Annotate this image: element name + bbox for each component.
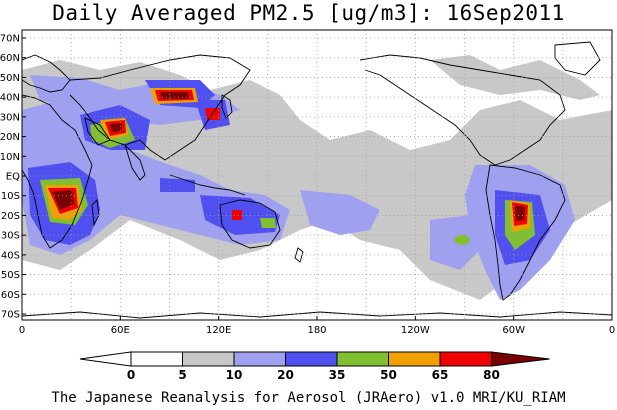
pm25-band-red-au <box>232 210 242 220</box>
colorbar-label: 10 <box>226 368 243 382</box>
pm25-band-lightblue-pac <box>300 190 380 235</box>
pm25-band-darkred-ea <box>160 92 189 99</box>
map-title: Daily Averaged PM2.5 [ug/m3]: 16Sep2011 <box>52 1 565 25</box>
coast-asia <box>69 54 251 161</box>
colorbar-label: 35 <box>329 368 346 382</box>
colorbar-label: 50 <box>380 368 397 382</box>
lat-tick-label: 60N <box>0 53 20 64</box>
graticule <box>22 30 612 320</box>
lat-tick-label: 40S <box>1 250 20 261</box>
pm25-band-green-atl <box>454 235 470 245</box>
axis-ticks: 70N 60N 50N 40N 30N 20N 10N EQ 10S 20S 30S 40S 50S 60… <box>0 34 615 337</box>
lon-tick-label: 120E <box>206 325 231 336</box>
lon-tick-label: 60W <box>502 325 525 336</box>
colorbar-segment <box>285 351 338 367</box>
coast-nz <box>294 247 304 263</box>
pm25-band-darkred-sa <box>515 205 525 221</box>
coast-greenland <box>554 41 601 76</box>
coast-australia <box>219 199 281 249</box>
lat-tick-label: 10S <box>1 191 20 202</box>
coast-europe <box>21 54 71 93</box>
lon-tick-label: 0 <box>609 325 615 336</box>
colorbar-label: 65 <box>432 368 449 382</box>
lon-tick-label: 60E <box>111 325 130 336</box>
pm25-field <box>22 55 612 300</box>
pm25-band-darkred-as <box>110 123 122 132</box>
colorbar-segment <box>439 351 492 367</box>
coast-arabia <box>84 117 111 146</box>
lat-tick-label: 50N <box>0 73 20 84</box>
colorbar-segment <box>182 351 235 367</box>
coast-indonesia <box>169 174 246 196</box>
lat-tick-label: 20S <box>1 211 20 222</box>
lat-tick-label: 50S <box>1 270 20 281</box>
coast-japan <box>221 94 233 119</box>
colorbar-label: 5 <box>178 368 186 382</box>
colorbar: 0 5 10 20 35 50 65 80 <box>79 351 550 382</box>
pm25-band-lightblue-atl <box>430 215 480 270</box>
colorbar-segment <box>233 351 286 367</box>
lat-tick-label: 70N <box>0 34 20 45</box>
coast-south-america <box>485 164 566 301</box>
lon-tick-label: 0 <box>19 325 25 336</box>
coast-madagascar <box>91 199 100 227</box>
pm25-band-darkred-af <box>52 190 74 210</box>
coast-africa <box>21 94 93 249</box>
coast-north-america <box>359 54 566 166</box>
colorbar-arrow-high <box>491 351 550 367</box>
lat-tick-label: 60S <box>1 290 20 301</box>
colorbar-segment <box>130 351 183 367</box>
colorbar-segment <box>388 351 441 367</box>
colorbar-label: 0 <box>127 368 135 382</box>
lat-tick-label: 30N <box>0 112 20 123</box>
lon-tick-label: 120W <box>401 325 430 336</box>
lat-tick-label: 30S <box>1 231 20 242</box>
lat-tick-label: 10N <box>0 152 20 163</box>
lat-tick-label: EQ <box>6 172 20 183</box>
colorbar-arrow-low <box>79 351 132 367</box>
lat-tick-label: 70S <box>1 310 20 321</box>
lat-tick-label: 20N <box>0 132 20 143</box>
lon-tick-label: 180 <box>307 325 326 336</box>
coast-india <box>124 144 146 181</box>
pm25-band-blue-ind <box>160 178 195 192</box>
footer-caption: The Japanese Reanalysis for Aerosol (JRA… <box>51 390 566 406</box>
colorbar-segment <box>336 351 389 367</box>
colorbar-label: 20 <box>277 368 294 382</box>
colorbar-label: 80 <box>483 368 500 382</box>
lat-tick-label: 40N <box>0 93 20 104</box>
